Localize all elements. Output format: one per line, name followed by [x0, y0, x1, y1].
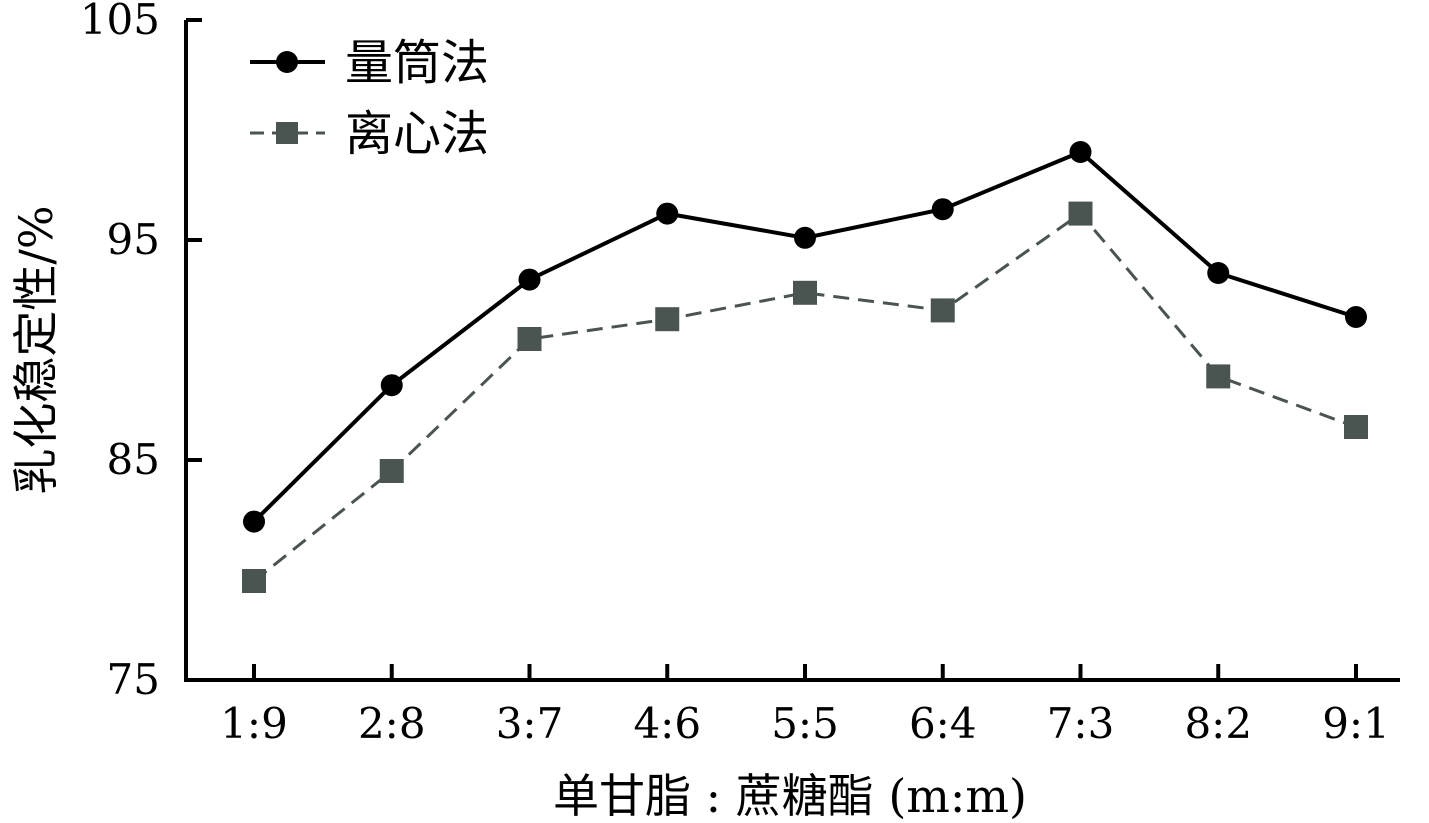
series-1-point-7 — [1069, 141, 1092, 163]
y-tick-label-75: 75 — [107, 655, 160, 704]
x-tick-label-3: 3:7 — [496, 699, 564, 748]
x-tick-label-8: 8:2 — [1184, 699, 1252, 748]
y-tick-label-95: 95 — [107, 215, 160, 264]
x-tick-label-9: 9:1 — [1322, 699, 1390, 748]
series-line-1 — [252, 149, 1357, 524]
x-axis-title: 单甘脂 : 蔗糖酯 (m:m) — [553, 769, 1027, 823]
series-1-point-5 — [794, 226, 816, 249]
series-1-point-8 — [1207, 262, 1230, 284]
series-2-point-3 — [517, 327, 542, 351]
legend-label-1: 量筒法 — [345, 35, 489, 91]
legend: 量筒法 离心法 — [250, 35, 489, 162]
series-1-point-1 — [243, 510, 265, 533]
x-tick-label-6: 6:4 — [909, 699, 977, 748]
x-tick-label-7: 7:3 — [1047, 699, 1115, 748]
x-tick-label-1: 1:9 — [220, 699, 288, 748]
series-2-point-1 — [242, 569, 266, 593]
series-2-point-7 — [1068, 201, 1093, 226]
x-tick-label-2: 2:8 — [358, 699, 426, 748]
y-tick-label-105: 105 — [80, 0, 160, 44]
series-2-point-2 — [379, 459, 404, 483]
x-tick-label-5: 5:5 — [771, 699, 839, 748]
series-2-point-6 — [930, 298, 955, 323]
y-axis-ticks: 75 85 95 105 — [80, 0, 202, 704]
x-tick-label-4: 4:6 — [633, 699, 701, 748]
y-tick-label-85: 85 — [107, 435, 160, 484]
series-2-point-8 — [1206, 364, 1231, 389]
series-2 — [242, 201, 1368, 593]
series-1 — [243, 141, 1367, 533]
series-1-point-4 — [656, 202, 679, 225]
series-2-point-4 — [655, 307, 680, 332]
legend-marker-circle — [276, 51, 298, 73]
series-1-point-6 — [931, 198, 954, 221]
legend-label-2: 离心法 — [345, 106, 489, 162]
series-1-point-3 — [518, 268, 541, 291]
series-line-2 — [253, 211, 1357, 583]
series-1-point-9 — [1345, 306, 1367, 328]
series-1-point-2 — [380, 374, 403, 397]
series-2-point-9 — [1344, 415, 1368, 439]
series-2-point-5 — [793, 280, 817, 305]
y-axis-title: 乳化稳定性/% — [9, 205, 63, 494]
series-layer — [242, 141, 1368, 593]
plot-area: 75 85 95 105 1:9 2:8 3:7 4:6 5:5 6:4 7:3 8:2 9:1 — [80, 0, 1400, 748]
legend-marker-square — [276, 122, 298, 144]
x-axis-ticks: 1:9 2:8 3:7 4:6 5:5 6:4 7:3 8:2 9:1 — [220, 664, 1390, 748]
